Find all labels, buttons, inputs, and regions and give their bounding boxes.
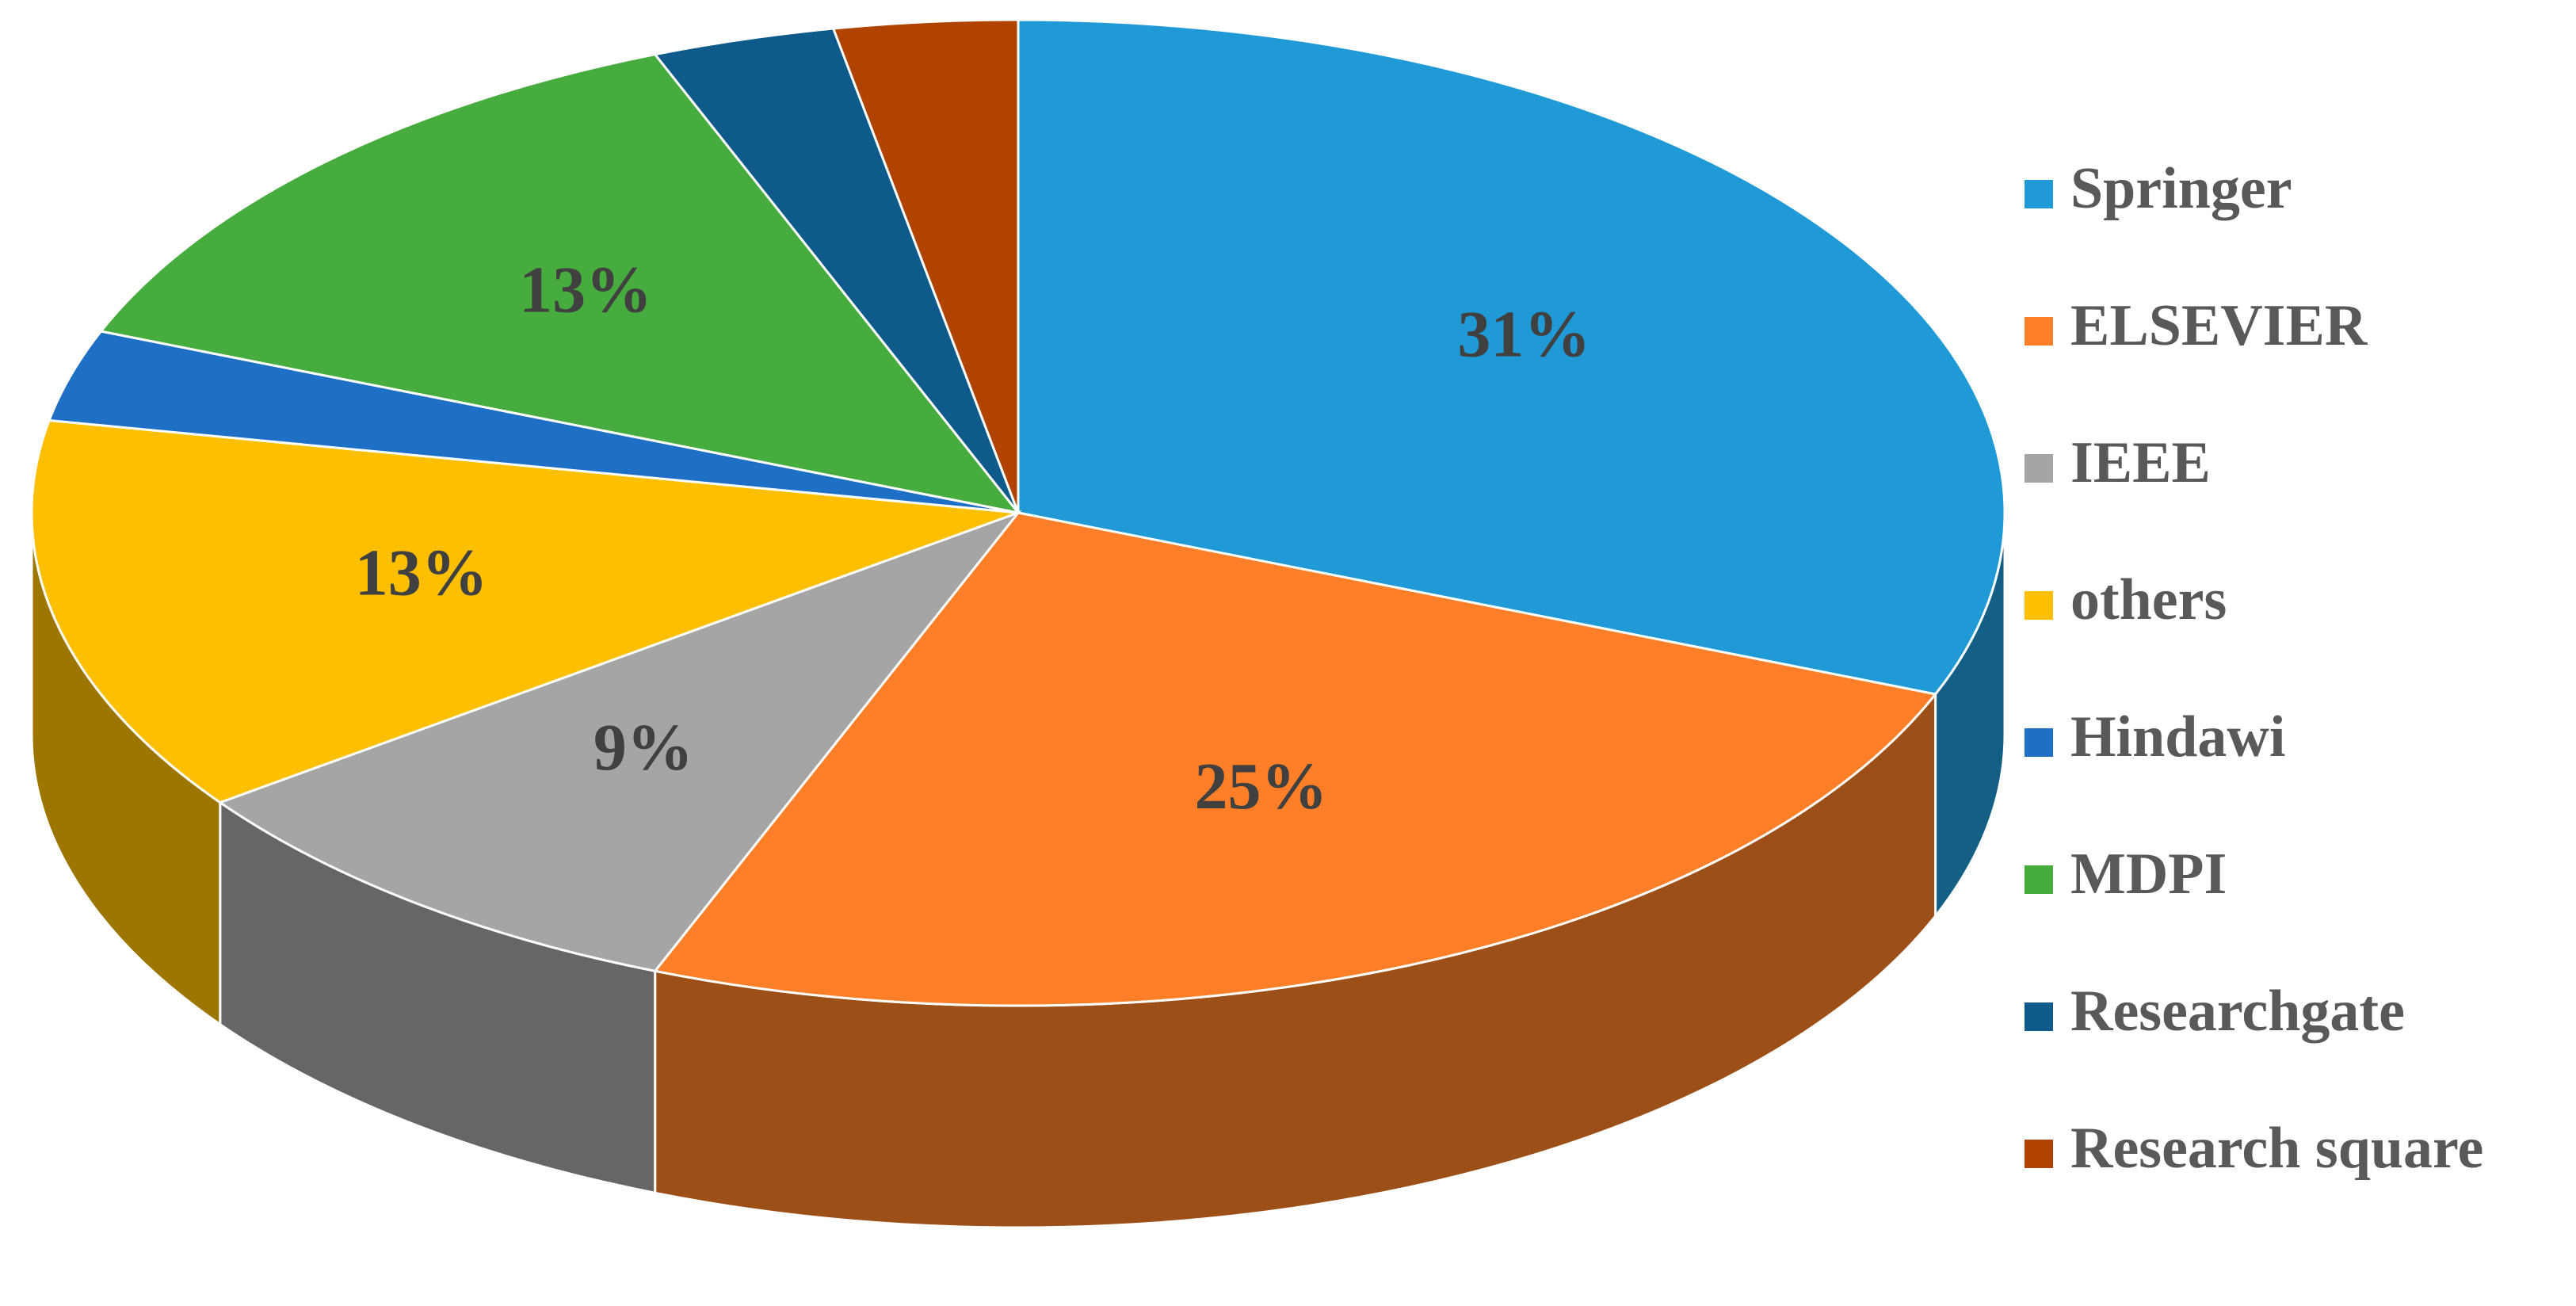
data-label: 31%: [1457, 298, 1590, 372]
legend-label: Springer: [2070, 156, 2292, 221]
data-label: 9%: [593, 711, 693, 785]
legend-marker: [2025, 1002, 2053, 1031]
legend-label: others: [2070, 567, 2227, 632]
legend-label: IEEE: [2070, 430, 2211, 495]
slice: [831, 18, 1020, 514]
legend-marker: [2025, 591, 2053, 620]
slice: [652, 511, 1938, 1007]
legend-marker: [2025, 728, 2053, 757]
legend-label: Research square: [2070, 1116, 2483, 1181]
legend-marker: [2025, 1140, 2053, 1168]
slice: [98, 53, 1021, 515]
slice: [217, 510, 1022, 972]
data-label: 13%: [355, 536, 488, 609]
legend-marker: [2025, 317, 2053, 346]
slice: [1017, 18, 2006, 696]
legend-marker: [2025, 454, 2053, 483]
data-label: 13%: [519, 254, 652, 327]
legend-marker: [2025, 865, 2053, 894]
legend-label: Hindawi: [2070, 705, 2285, 769]
legend-label: ELSEVIER: [2070, 293, 2368, 358]
legend-marker: [2025, 180, 2053, 208]
data-label: 25%: [1195, 750, 1328, 823]
slice: [30, 418, 1019, 804]
legend-label: Researchgate: [2070, 979, 2405, 1044]
legend-label: MDPI: [2070, 842, 2227, 907]
